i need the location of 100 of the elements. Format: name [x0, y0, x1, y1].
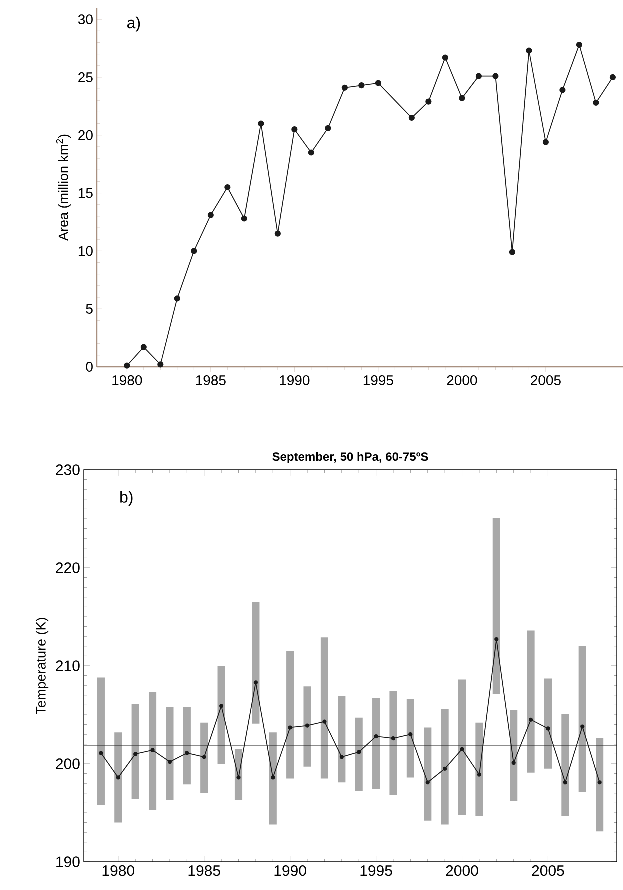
point	[391, 736, 396, 741]
point	[342, 84, 348, 91]
bar	[458, 680, 466, 815]
point	[528, 718, 534, 722]
bar	[476, 722, 484, 816]
bar	[596, 738, 604, 832]
bar	[183, 707, 191, 785]
point	[274, 230, 281, 237]
y-tick-label: 230	[56, 464, 80, 476]
point	[271, 776, 276, 780]
y-tick-label: 220	[56, 562, 80, 574]
point	[546, 726, 550, 731]
y-tick-label: 30	[78, 14, 93, 25]
point	[241, 216, 248, 222]
point	[134, 752, 138, 756]
y-tick-label: 190	[56, 856, 80, 868]
point	[477, 772, 482, 777]
bar	[424, 728, 432, 821]
point	[408, 732, 413, 737]
bar	[562, 714, 570, 816]
point	[460, 747, 464, 752]
point	[140, 344, 147, 350]
point	[426, 780, 430, 785]
point	[610, 74, 616, 81]
x-tick-label: 2005	[532, 866, 564, 876]
bar	[320, 638, 328, 779]
annotation: a)	[128, 16, 140, 32]
y-tick-label: 25	[78, 72, 93, 82]
bar	[269, 732, 277, 825]
x-tick-label: 1990	[280, 376, 310, 386]
point	[308, 150, 314, 156]
x-tick-label: 1995	[364, 376, 394, 386]
point	[494, 637, 499, 642]
point	[563, 780, 568, 785]
point	[358, 82, 365, 89]
y-tick-label: 210	[56, 660, 80, 672]
point	[576, 42, 583, 48]
bar	[492, 518, 500, 694]
point	[305, 724, 310, 728]
point	[526, 48, 532, 54]
point	[116, 776, 120, 780]
bar	[200, 722, 208, 794]
point	[150, 748, 155, 752]
bar	[527, 630, 535, 773]
y-axis-title: Temperature (K)	[36, 618, 49, 714]
point	[258, 120, 264, 127]
point	[442, 54, 448, 61]
point	[512, 760, 516, 766]
y-tick-label: 0	[86, 362, 93, 372]
bar	[355, 718, 363, 792]
x-tick-label: 2000	[447, 376, 478, 386]
point	[476, 73, 482, 80]
bar	[578, 646, 586, 792]
point	[174, 296, 180, 302]
y-axis-title: Area (million km$^{2}$)	[56, 134, 72, 241]
bar	[390, 691, 398, 796]
bar	[252, 602, 260, 724]
point	[322, 720, 327, 724]
point	[99, 751, 104, 756]
point	[288, 726, 292, 730]
point	[158, 362, 164, 368]
bar	[166, 707, 174, 800]
point	[374, 734, 378, 739]
point	[168, 760, 172, 764]
x-tick-label: 1985	[196, 376, 226, 386]
bar	[97, 678, 105, 806]
y-tick-label: 200	[56, 758, 80, 770]
x-tick-label: 1980	[112, 376, 142, 386]
bar	[544, 678, 552, 769]
point	[593, 100, 600, 106]
point	[580, 724, 585, 729]
y-tick-label: 10	[78, 246, 93, 256]
bar	[218, 666, 226, 764]
y-tick-label: 20	[78, 130, 93, 140]
point	[236, 776, 241, 780]
bar	[148, 692, 157, 810]
point	[124, 362, 130, 369]
bar	[338, 696, 346, 783]
x-tick-label: 1990	[274, 866, 306, 876]
point	[408, 114, 415, 122]
point	[202, 755, 206, 760]
x-tick-label: 1985	[188, 866, 220, 876]
point	[254, 680, 258, 685]
y-tick-label: 5	[86, 304, 93, 314]
x-tick-label: 1980	[102, 866, 134, 876]
x-tick-label: 1995	[360, 866, 392, 876]
point	[224, 184, 231, 191]
bar	[132, 704, 140, 800]
point	[357, 750, 362, 754]
point	[185, 751, 190, 756]
point	[492, 73, 499, 80]
bar	[286, 651, 294, 779]
point	[375, 80, 382, 86]
point	[426, 98, 432, 105]
bar	[441, 709, 449, 825]
point	[191, 248, 198, 254]
y-tick-label: 15	[78, 188, 93, 198]
bar	[114, 732, 122, 823]
bar	[304, 686, 312, 767]
point	[325, 125, 332, 132]
